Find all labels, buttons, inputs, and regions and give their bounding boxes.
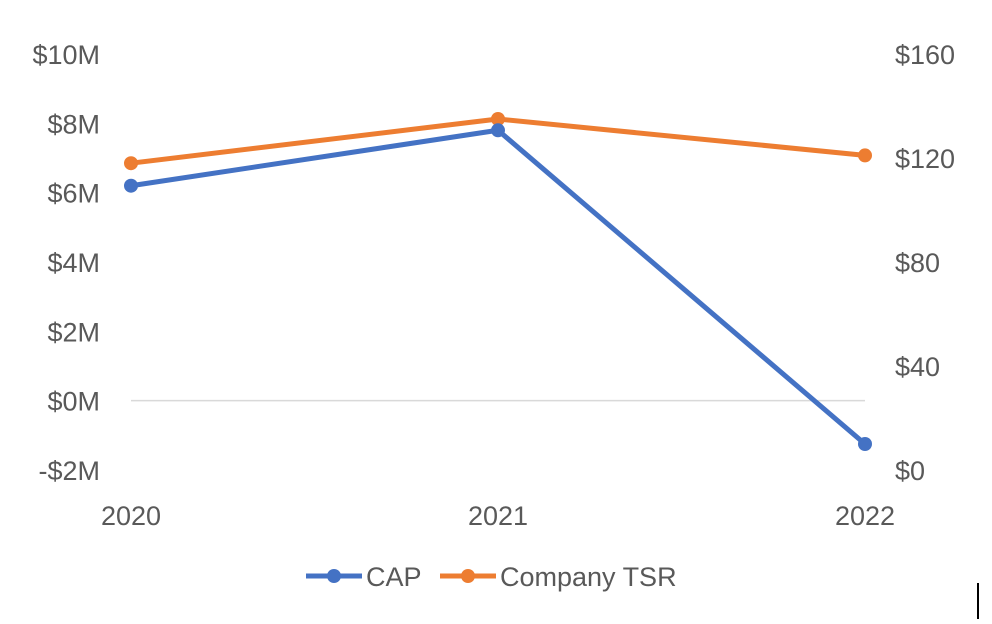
data-point-company-tsr (124, 156, 138, 171)
right-tick-label: $120 (895, 144, 955, 174)
x-tick-label: 2022 (835, 501, 895, 531)
legend-marker-company-tsr (461, 569, 475, 583)
left-tick-label: $6M (47, 179, 100, 209)
right-tick-label: $80 (895, 248, 940, 278)
x-axis: 2020 2021 2022 (101, 501, 895, 531)
left-tick-label: $10M (32, 40, 100, 70)
left-tick-label: $0M (47, 387, 100, 417)
legend-label-cap: CAP (366, 562, 422, 592)
right-tick-label: $0 (895, 456, 925, 486)
data-point-company-tsr (491, 112, 505, 126)
x-tick-label: 2020 (101, 501, 161, 531)
legend-marker-cap (327, 569, 341, 583)
series-layer (124, 112, 872, 451)
legend: CAP Company TSR (306, 562, 677, 592)
data-point-company-tsr (858, 148, 872, 163)
text-cursor (977, 583, 979, 619)
right-tick-label: $40 (895, 352, 940, 382)
right-axis: $160 $120 $80 $40 $0 (895, 40, 955, 486)
data-point-cap (124, 178, 138, 193)
left-tick-label: -$2M (38, 456, 100, 486)
left-tick-label: $4M (47, 248, 100, 278)
legend-label-company-tsr: Company TSR (500, 562, 677, 592)
data-point-cap (858, 437, 872, 451)
right-tick-label: $160 (895, 40, 955, 70)
x-tick-label: 2021 (468, 501, 528, 531)
left-tick-label: $8M (47, 109, 100, 139)
data-point-cap (491, 123, 505, 138)
series-line-cap (128, 127, 868, 447)
left-tick-label: $2M (47, 317, 100, 347)
left-axis: $10M $8M $6M $4M $2M $0M -$2M (32, 40, 100, 486)
